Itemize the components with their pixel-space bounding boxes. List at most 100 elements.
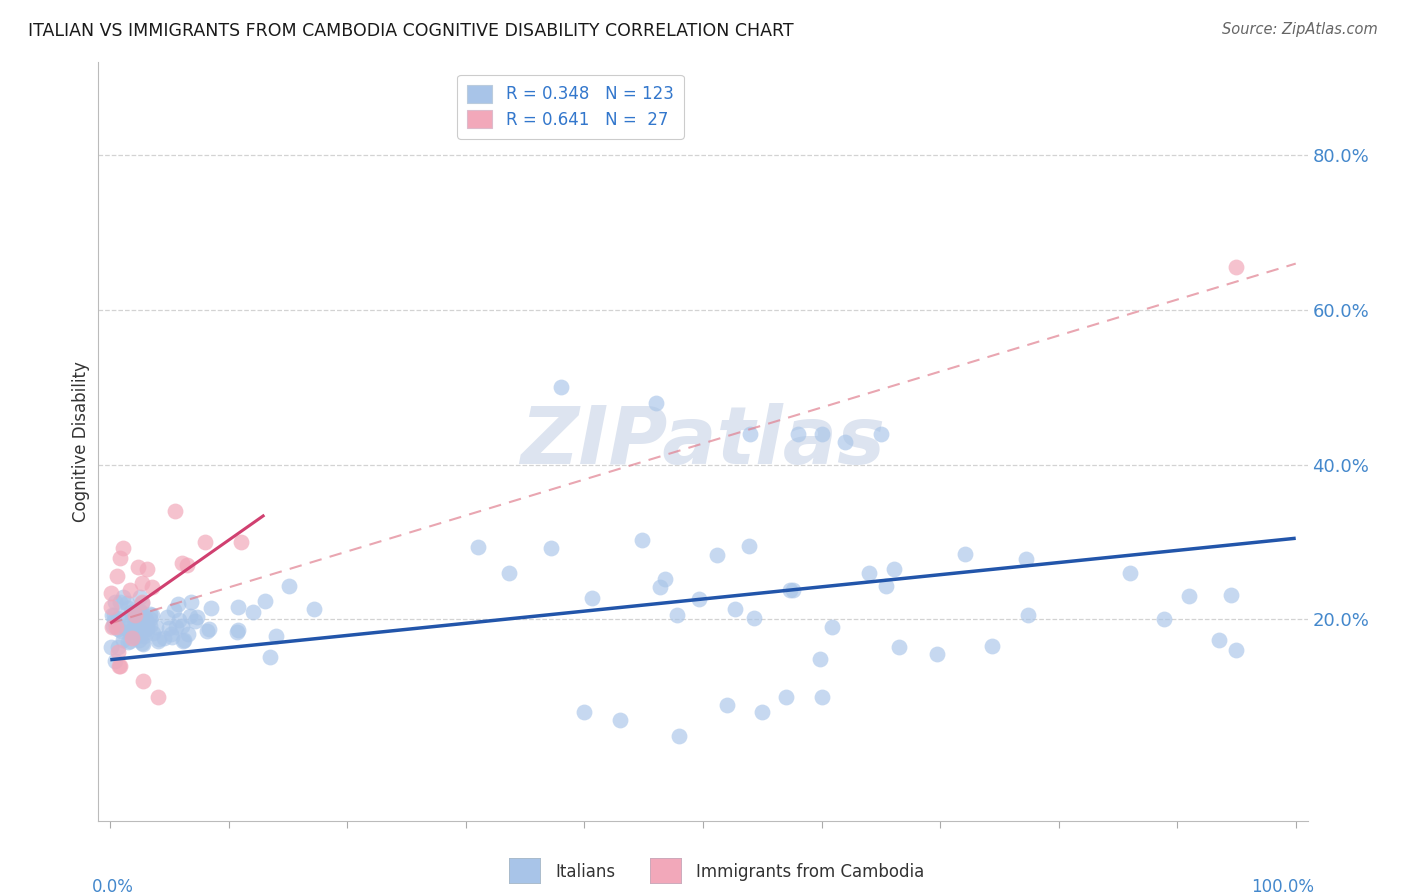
Point <box>132 637 155 651</box>
Point <box>100 608 122 623</box>
Point <box>242 605 264 619</box>
Point <box>132 674 155 689</box>
Point <box>100 620 122 634</box>
Point <box>869 426 891 441</box>
Point <box>112 615 135 630</box>
Point <box>160 626 183 640</box>
Point <box>131 595 153 609</box>
Point <box>128 604 150 618</box>
Point <box>225 624 247 639</box>
Point <box>142 625 165 640</box>
Point <box>124 607 146 622</box>
Point <box>105 620 128 634</box>
Point <box>259 649 281 664</box>
Point <box>172 556 194 570</box>
Text: Source: ZipAtlas.com: Source: ZipAtlas.com <box>1222 22 1378 37</box>
Point <box>550 380 572 394</box>
Point <box>1219 588 1241 602</box>
Point <box>228 624 250 638</box>
Point <box>775 690 797 704</box>
Point <box>165 504 187 518</box>
Point <box>744 611 766 625</box>
Point <box>540 541 562 555</box>
Point <box>100 586 122 600</box>
Point <box>782 582 804 597</box>
Point <box>165 619 187 633</box>
Point <box>141 580 163 594</box>
Point <box>128 603 150 617</box>
Legend: R = 0.348   N = 123, R = 0.641   N =  27: R = 0.348 N = 123, R = 0.641 N = 27 <box>457 75 683 138</box>
Point <box>229 535 252 549</box>
Point <box>135 613 157 627</box>
Point <box>173 632 195 647</box>
Point <box>779 583 801 598</box>
Point <box>1208 632 1230 647</box>
Point <box>107 623 129 637</box>
Point <box>139 607 162 621</box>
Point <box>264 629 287 643</box>
Point <box>131 576 153 591</box>
Point <box>821 620 844 634</box>
Point <box>254 593 277 607</box>
Point <box>194 535 217 549</box>
Point <box>751 706 773 720</box>
Text: 0.0%: 0.0% <box>93 878 134 892</box>
Point <box>810 426 832 441</box>
Point <box>925 647 948 661</box>
Point <box>980 639 1002 653</box>
Point <box>134 628 156 642</box>
Point <box>156 609 179 624</box>
Point <box>706 548 728 562</box>
Point <box>112 541 135 555</box>
Text: 100.0%: 100.0% <box>1250 878 1313 892</box>
Point <box>153 631 176 645</box>
Point <box>609 713 631 727</box>
Point <box>114 621 136 635</box>
Point <box>118 616 141 631</box>
Point <box>654 572 676 586</box>
Point <box>160 630 183 644</box>
Point <box>810 690 832 704</box>
Point <box>883 562 905 576</box>
Point <box>117 600 139 615</box>
Point <box>186 610 208 624</box>
Point <box>128 633 150 648</box>
Point <box>467 540 489 554</box>
Point <box>197 622 219 636</box>
Point <box>108 595 131 609</box>
Point <box>132 623 155 637</box>
Point <box>120 605 142 619</box>
Point <box>103 614 125 628</box>
Point <box>688 591 710 606</box>
Point <box>302 602 325 616</box>
Point <box>129 613 152 627</box>
Point <box>668 729 690 743</box>
Point <box>148 633 170 648</box>
Point <box>111 633 134 648</box>
Point <box>875 579 897 593</box>
Point <box>148 632 170 646</box>
Point <box>129 611 152 625</box>
Point <box>120 583 142 598</box>
Point <box>104 595 127 609</box>
Point <box>127 560 149 574</box>
Point <box>167 598 190 612</box>
Point <box>163 602 186 616</box>
Point <box>122 609 145 624</box>
Point <box>172 619 194 633</box>
Point <box>858 566 880 580</box>
Point <box>650 580 672 594</box>
Point <box>134 611 156 625</box>
Point <box>135 625 157 640</box>
Text: Immigrants from Cambodia: Immigrants from Cambodia <box>696 863 924 881</box>
Point <box>157 621 180 635</box>
Point <box>184 615 207 629</box>
Point <box>141 607 163 622</box>
Point <box>110 659 132 673</box>
Point <box>118 624 141 639</box>
Point <box>200 600 222 615</box>
Point <box>117 635 139 649</box>
Point <box>121 632 143 646</box>
Point <box>107 640 129 655</box>
Point <box>128 590 150 604</box>
